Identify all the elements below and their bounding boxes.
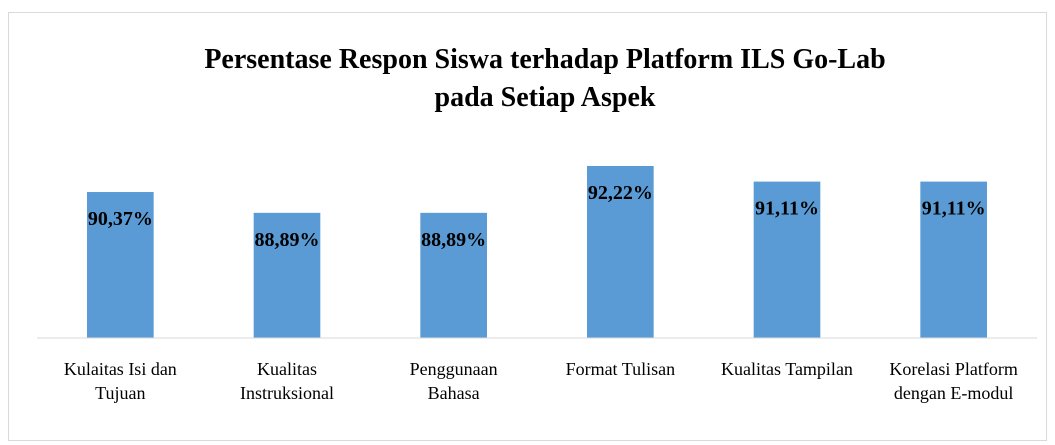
data-label: 88,89% [421,229,486,251]
data-label: 92,22% [588,182,653,204]
data-label: 91,11% [755,198,819,220]
bar [87,192,154,338]
x-tick-label: Korelasi Platform dengan E-modul [889,359,1018,403]
x-tick-label: Format Tulisan [565,359,676,379]
x-tick-label: Kulaitas Isi dan Tujuan [63,359,177,403]
x-tick-label: Penggunaan Bahasa [409,359,498,403]
bar [587,165,654,338]
chart-border [8,12,1047,441]
x-tick-label: Kualitas Tampilan [721,359,853,379]
data-label: 91,11% [922,198,986,220]
bar [420,212,487,338]
chart-title: Persentase Respon Siswa terhadap Platfor… [204,44,885,113]
x-tick-label: Kualitas Instruksional [240,359,334,403]
bar [253,212,321,338]
bar [920,181,987,338]
data-label: 90,37% [88,208,153,230]
data-label: 88,89% [255,229,320,251]
bar [753,181,821,338]
